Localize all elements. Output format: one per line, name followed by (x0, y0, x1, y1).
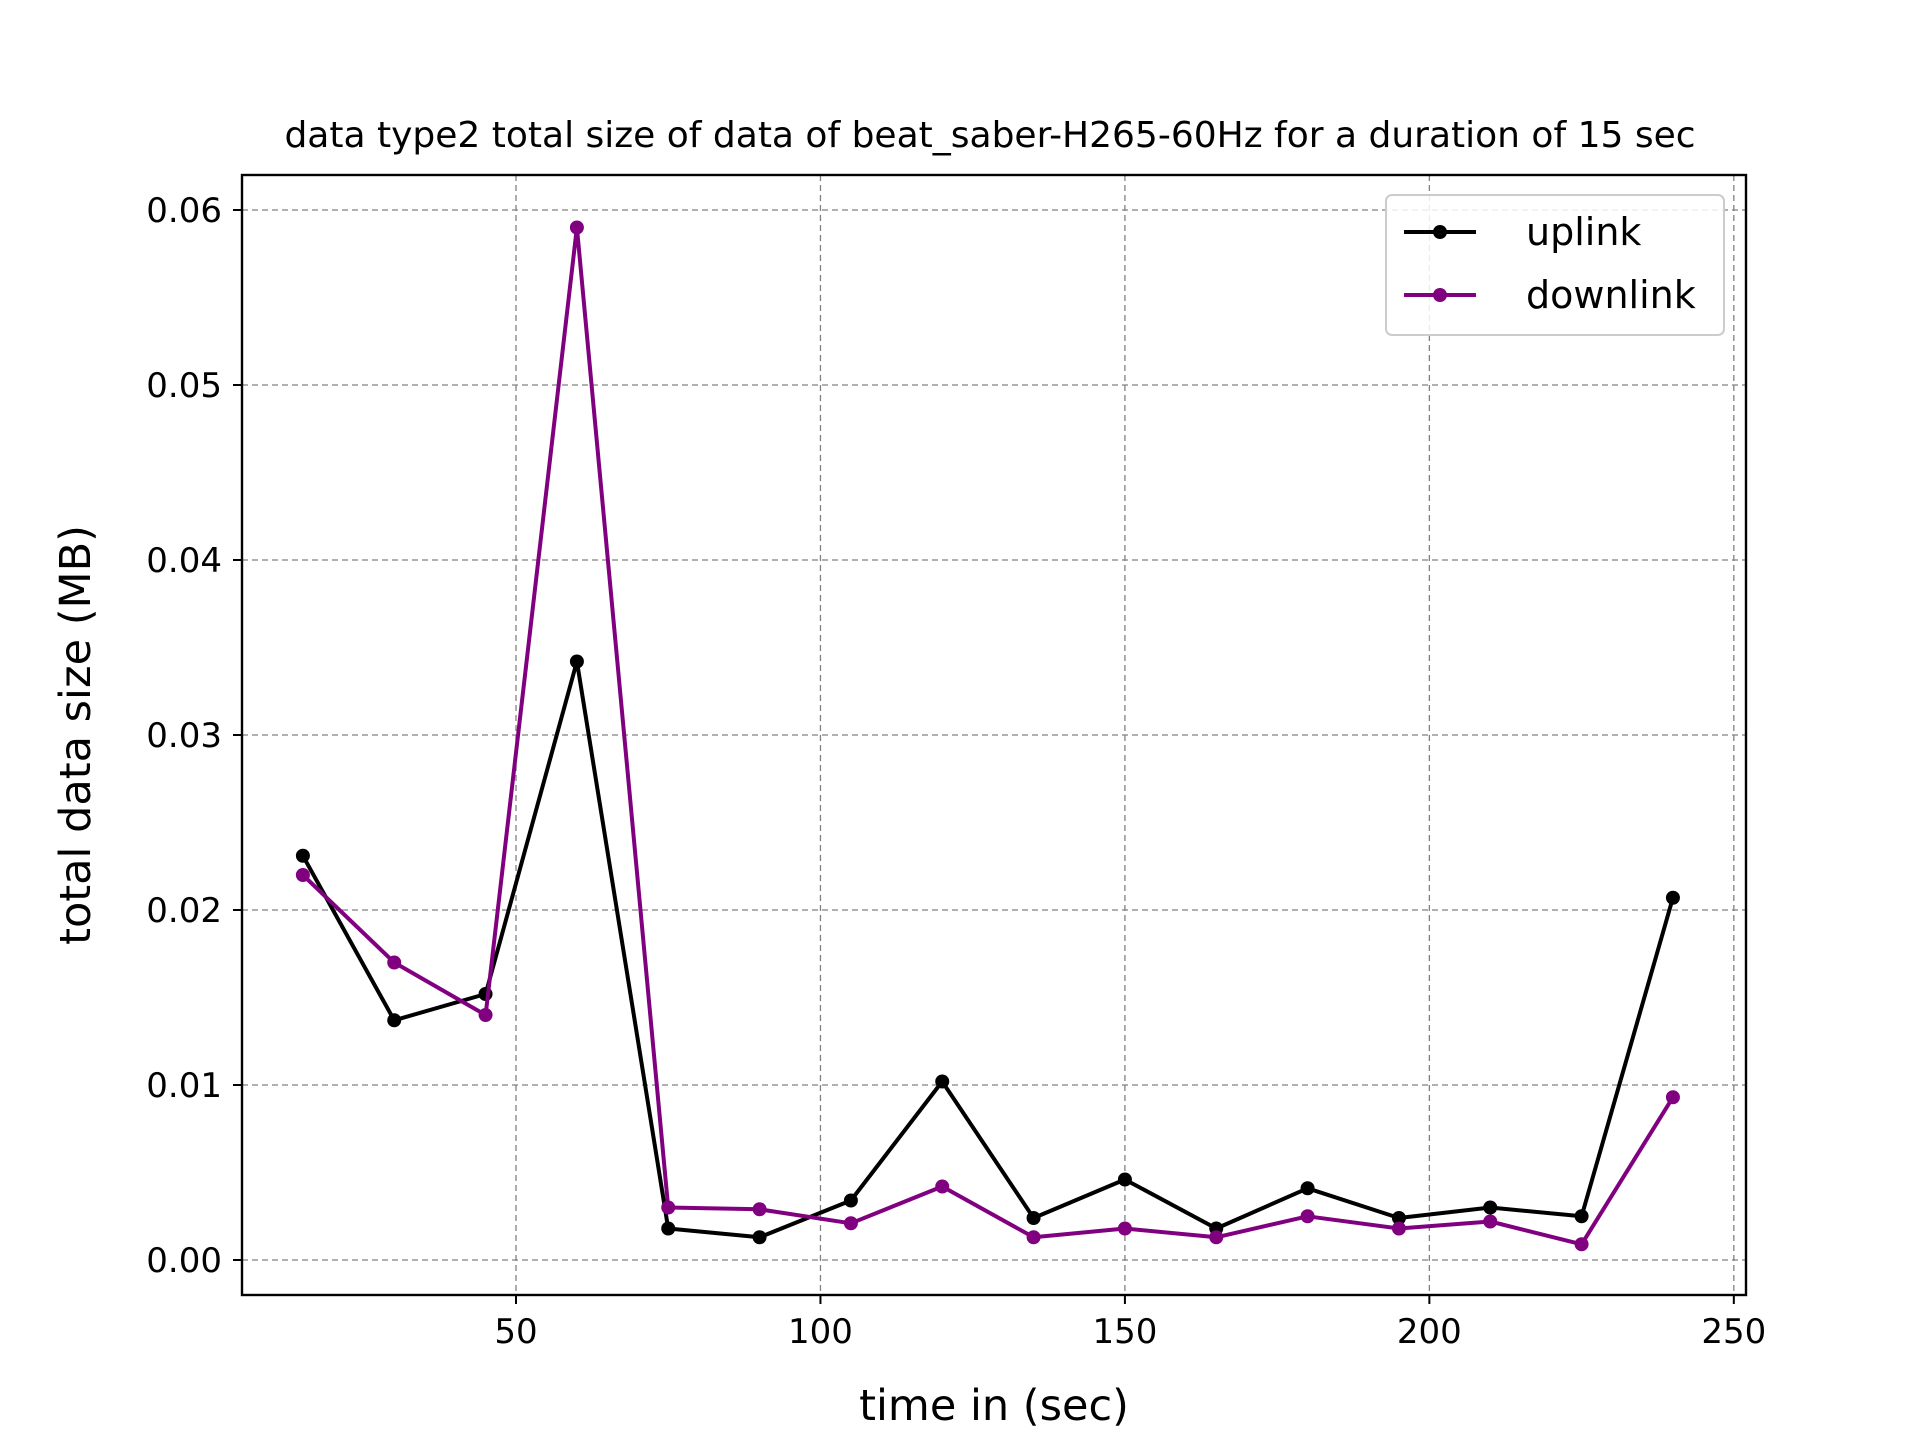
downlink-point (1483, 1214, 1498, 1229)
y-tick-label: 0.04 (146, 541, 222, 581)
x-tick-label: 200 (1397, 1312, 1462, 1352)
uplink-point (1483, 1200, 1498, 1215)
downlink-point (752, 1202, 767, 1217)
downlink-point (1300, 1209, 1315, 1224)
downlink-point (1117, 1221, 1132, 1236)
uplink-point (661, 1221, 676, 1236)
downlink-point (935, 1179, 950, 1194)
downlink-point (1391, 1221, 1406, 1236)
downlink-point (569, 220, 584, 235)
y-axis-label: total data size (MB) (51, 525, 101, 945)
downlink-line (301, 225, 1675, 1247)
uplink-point (1300, 1181, 1315, 1196)
series-layer (295, 220, 1680, 1252)
uplink-point (843, 1193, 858, 1208)
x-tick-label: 150 (1092, 1312, 1157, 1352)
uplink-point (1391, 1211, 1406, 1225)
downlink-point (661, 1200, 676, 1215)
downlink-point (295, 868, 310, 882)
uplink-point (1665, 890, 1680, 905)
x-tick-label: 100 (788, 1312, 853, 1352)
axis-ticks: 50 100 150 200 250 0.00 0.01 0.02 0.03 0.04 0.05 0.… (146, 191, 1766, 1352)
x-tick-label: 250 (1701, 1312, 1766, 1352)
uplink-point (1117, 1172, 1132, 1187)
y-tick-label: 0.03 (146, 716, 222, 756)
legend: uplink downlink (1385, 194, 1725, 336)
series-downlink (295, 220, 1680, 1252)
grid (242, 175, 1746, 1295)
legend-marker-uplink (1433, 225, 1447, 239)
y-tick-label: 0.05 (146, 366, 222, 406)
y-tick-label: 0.06 (146, 191, 222, 231)
x-axis-label: time in (sec) (859, 1381, 1129, 1431)
downlink-point (1026, 1230, 1041, 1245)
uplink-point (752, 1230, 767, 1245)
x-tick-label: 50 (494, 1312, 537, 1352)
downlink-point (843, 1216, 858, 1231)
legend-marker-downlink (1433, 288, 1447, 302)
series-uplink (295, 654, 1680, 1245)
uplink-point (1574, 1209, 1589, 1224)
legend-label-uplink: uplink (1526, 210, 1641, 254)
downlink-point (478, 1008, 493, 1022)
y-tick-label: 0.00 (146, 1241, 222, 1281)
downlink-point (1574, 1237, 1589, 1252)
y-tick-label: 0.01 (146, 1066, 222, 1106)
chart-title: data type2 total size of data of beat_sa… (284, 115, 1695, 156)
uplink-point (1026, 1211, 1041, 1225)
legend-label-downlink: downlink (1526, 273, 1696, 317)
uplink-point (387, 1013, 402, 1028)
downlink-point (1209, 1230, 1224, 1245)
uplink-point (569, 654, 584, 669)
downlink-point (387, 955, 402, 970)
uplink-point (295, 848, 310, 863)
uplink-line (301, 659, 1675, 1240)
y-tick-label: 0.02 (146, 891, 222, 931)
downlink-point (1665, 1090, 1680, 1105)
uplink-point (935, 1074, 950, 1089)
